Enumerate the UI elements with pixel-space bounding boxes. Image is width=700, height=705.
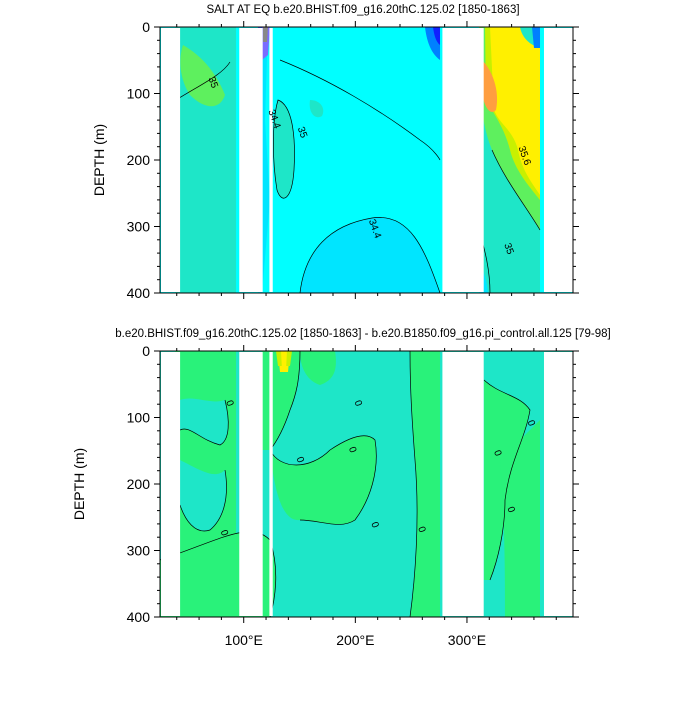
bottom-ytick-label: 400 — [127, 609, 151, 625]
top-contour-label: 35 — [206, 76, 220, 91]
top-ytick-label: 0 — [142, 19, 150, 35]
bottom-contour-label: 0 — [491, 449, 503, 458]
bottom-contour-label: 0 — [352, 399, 364, 408]
bottom-land-band — [442, 352, 484, 616]
top-ytick-label: 100 — [127, 86, 151, 102]
bottom-contour-label: 0 — [525, 419, 537, 428]
top-title: SALT AT EQ b.e20.BHIST.f09_g16.20thC.125… — [206, 4, 519, 16]
bottom-land-band — [239, 352, 263, 616]
bottom-contour-label: 0 — [218, 529, 230, 538]
top-land-band — [239, 28, 263, 292]
bottom-land-band — [543, 352, 573, 616]
top-panel: SALT AT EQ b.e20.BHIST.f09_g16.20thC.125… — [91, 4, 579, 301]
bottom-land-band — [161, 352, 181, 616]
bottom-contour-label: 0 — [294, 455, 306, 464]
bottom-contour-label: 0 — [346, 445, 358, 454]
bottom-panel: b.e20.BHIST.f09_g16.20thC.125.02 [1850-1… — [71, 328, 611, 648]
bottom-land-band — [269, 352, 273, 616]
top-contour-label: 35 — [501, 242, 515, 257]
bottom-title: b.e20.BHIST.f09_g16.20thC.125.02 [1850-1… — [115, 328, 611, 340]
bottom-ylabel: DEPTH (m) — [71, 448, 87, 520]
bottom-ytick-label: 0 — [142, 343, 150, 359]
top-land-band — [161, 28, 181, 292]
bottom-ytick-label: 300 — [127, 543, 151, 559]
top-land-mask — [161, 28, 573, 292]
bottom-ytick-label: 200 — [127, 476, 151, 492]
bottom-contour-label: 0 — [368, 521, 380, 530]
top-field — [160, 27, 573, 293]
top-ytick-label: 200 — [127, 152, 151, 168]
bottom-contour-label: 0 — [504, 505, 516, 514]
top-ylabel: DEPTH (m) — [91, 124, 107, 196]
bottom-ytick-label: 100 — [127, 410, 151, 426]
top-ytick-label: 300 — [127, 219, 151, 235]
top-ytick-label: 400 — [127, 285, 151, 301]
bottom-field — [160, 351, 573, 617]
bottom-contour-label: 0 — [223, 399, 235, 408]
top-land-band — [269, 28, 273, 292]
top-axes: 0 100 200 300 400 — [127, 19, 579, 301]
top-contour-label: 35 — [295, 125, 309, 140]
bottom-xtick-label: 100°E — [225, 632, 263, 648]
bottom-contour-label: 0 — [415, 525, 427, 534]
bottom-xtick-label: 300°E — [448, 632, 486, 648]
bottom-contour-labels: 0 0 0 0 0 0 0 0 0 0 — [218, 399, 537, 538]
bottom-axes: 0 100 200 300 400 100°E 200°E 300°E — [127, 343, 579, 648]
bottom-land-mask — [161, 352, 573, 616]
bottom-xtick-label: 200°E — [336, 632, 374, 648]
top-land-band — [543, 28, 573, 292]
top-land-band — [442, 28, 484, 292]
